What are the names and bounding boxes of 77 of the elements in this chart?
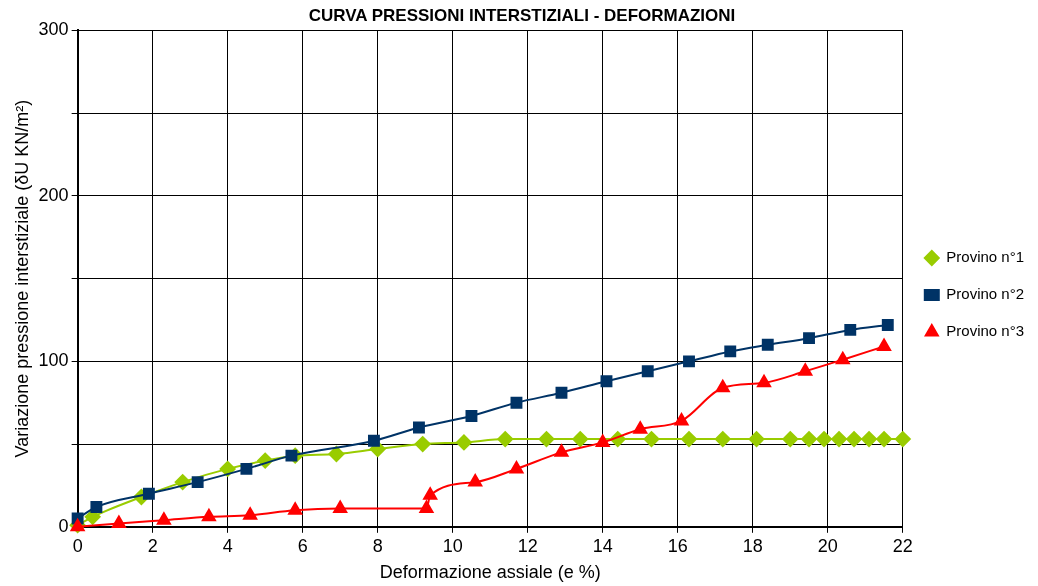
- x-tick-label: 12: [517, 535, 538, 556]
- point: [876, 338, 892, 351]
- point: [782, 431, 799, 448]
- point: [240, 462, 253, 475]
- x-tick-label: 18: [742, 535, 763, 556]
- point: [243, 507, 258, 520]
- point: [643, 431, 660, 448]
- point: [497, 431, 514, 448]
- point: [414, 436, 431, 453]
- point: [831, 431, 848, 448]
- point: [714, 431, 731, 448]
- x-tick-label: 16: [667, 535, 688, 556]
- y-tick-label: 0: [58, 515, 69, 536]
- point: [595, 434, 610, 447]
- point: [894, 431, 911, 448]
- y-tick-label: 300: [38, 19, 69, 40]
- point: [835, 351, 850, 365]
- point: [468, 474, 483, 487]
- point: [538, 431, 555, 448]
- point: [681, 431, 697, 448]
- point: [674, 412, 689, 426]
- point: [816, 431, 833, 448]
- x-tick-label: 22: [892, 535, 913, 556]
- point: [600, 375, 613, 388]
- point: [288, 502, 303, 515]
- x-tick-label: 8: [372, 535, 383, 556]
- legend-label: Provino n°2: [946, 285, 1025, 303]
- point: [748, 431, 765, 448]
- point: [419, 500, 434, 514]
- point: [876, 431, 893, 448]
- point: [455, 434, 472, 451]
- point: [156, 512, 171, 525]
- point: [844, 323, 857, 336]
- point: [201, 508, 216, 522]
- x-tick-label: 0: [72, 535, 83, 556]
- point: [633, 421, 648, 434]
- point: [683, 355, 695, 368]
- point: [846, 431, 863, 448]
- point: [761, 338, 774, 351]
- point: [219, 460, 236, 477]
- x-tick-label: 4: [222, 535, 233, 556]
- point: [881, 318, 894, 331]
- point: [423, 487, 438, 500]
- point: [555, 386, 568, 399]
- point: [142, 487, 155, 500]
- legend-label: Provino n°3: [946, 322, 1025, 340]
- point: [111, 515, 126, 528]
- chart-title: CURVA PRESSIONI INTERSTIZIALI - DEFORMAZIONI: [308, 5, 736, 25]
- point: [191, 476, 204, 489]
- x-tick-label: 6: [297, 535, 308, 556]
- x-tick-label: 10: [442, 535, 463, 556]
- x-tick-label: 2: [147, 535, 158, 556]
- y-axis-title: Variazione pressione interstiziale (δU KN/m²): [11, 99, 32, 458]
- point: [413, 421, 425, 434]
- point: [798, 363, 813, 376]
- point: [715, 379, 730, 393]
- point: [554, 444, 569, 457]
- point: [90, 500, 103, 513]
- point: [801, 431, 818, 448]
- point: [465, 409, 478, 422]
- point: [367, 434, 380, 447]
- point: [861, 431, 878, 448]
- point: [641, 365, 654, 378]
- x-tick-label: 14: [592, 535, 613, 556]
- x-tick-label: 20: [817, 535, 838, 556]
- point: [803, 332, 815, 345]
- x-axis-title: Deformazione assiale (e %): [379, 562, 601, 583]
- point: [333, 500, 348, 514]
- point: [756, 374, 772, 388]
- point: [572, 431, 589, 448]
- point: [509, 460, 524, 474]
- point: [285, 449, 298, 462]
- y-tick-label: 200: [38, 184, 69, 205]
- point: [510, 396, 523, 409]
- point: [724, 345, 737, 358]
- legend-label: Provino n°1: [946, 248, 1025, 266]
- y-tick-label: 100: [38, 350, 69, 371]
